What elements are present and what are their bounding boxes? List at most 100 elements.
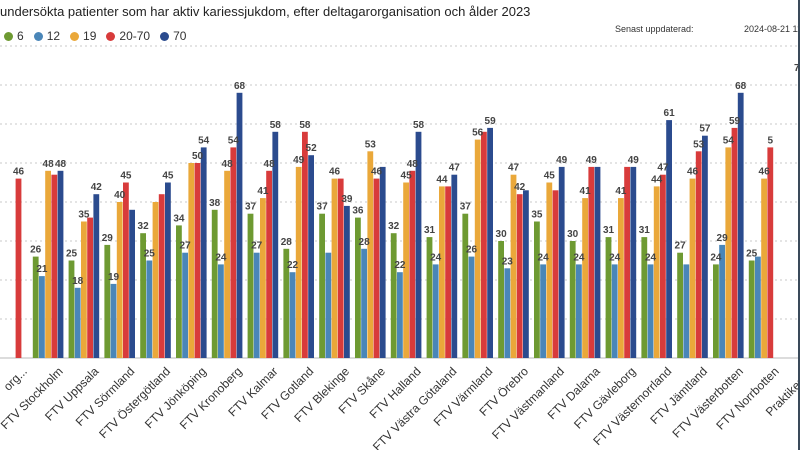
value-label: 5 — [768, 135, 774, 146]
bar — [87, 217, 93, 358]
legend-label: 20-70 — [119, 29, 151, 43]
value-label: 42 — [91, 182, 103, 193]
value-label: 28 — [281, 237, 293, 248]
value-label: 32 — [138, 221, 150, 232]
bar — [498, 241, 504, 358]
bar — [146, 260, 153, 358]
bar — [677, 252, 683, 358]
bar — [116, 202, 123, 358]
value-label: 32 — [388, 221, 400, 232]
value-label: 24 — [215, 252, 227, 263]
legend-marker — [106, 31, 116, 41]
value-label: 31 — [603, 225, 615, 236]
bar — [767, 147, 774, 358]
value-label: 54 — [198, 135, 210, 146]
value-label: 25 — [66, 249, 78, 260]
value-label: 24 — [430, 252, 442, 263]
legend-label: 70 — [173, 29, 187, 43]
bar — [516, 194, 523, 358]
bar — [104, 244, 111, 358]
value-label: 37 — [317, 202, 329, 213]
bar — [594, 166, 601, 358]
bar — [57, 170, 64, 358]
bar — [605, 237, 612, 358]
value-label: 45 — [162, 171, 174, 182]
bar — [618, 198, 624, 358]
bar — [129, 209, 135, 358]
bar — [32, 256, 39, 358]
value-label: 35 — [531, 210, 543, 221]
legend-item: 20-70 — [106, 29, 150, 43]
value-label: 50 — [192, 151, 204, 162]
value-label: 24 — [710, 252, 722, 263]
bar — [731, 127, 738, 359]
bar — [666, 120, 672, 358]
value-label: 46 — [759, 167, 771, 178]
value-label: 58 — [299, 120, 311, 131]
bar — [540, 264, 546, 358]
value-label: 53 — [693, 139, 705, 150]
bar — [176, 225, 182, 358]
value-label: 54 — [228, 135, 240, 146]
bar — [702, 135, 708, 358]
bar — [624, 166, 630, 358]
value-label: 59 — [485, 116, 497, 127]
value-label: 19 — [108, 272, 120, 283]
bar — [331, 178, 338, 358]
legend-label: 12 — [46, 29, 61, 43]
value-label: 40 — [114, 190, 126, 201]
value-label: 44 — [651, 174, 663, 185]
value-label: 26 — [466, 245, 478, 256]
value-label: 24 — [645, 252, 657, 263]
bar — [81, 221, 87, 358]
bar — [230, 147, 237, 358]
bar — [182, 252, 188, 358]
bar — [432, 264, 439, 358]
value-label: 49 — [556, 155, 568, 166]
bar — [253, 252, 260, 358]
value-label: 24 — [573, 252, 585, 263]
bar — [211, 209, 218, 358]
bar — [158, 194, 165, 358]
value-label: 46 — [329, 167, 341, 178]
value-label: 47 — [508, 163, 520, 174]
window-edge — [798, 0, 800, 450]
bar — [523, 190, 529, 358]
bar — [761, 178, 767, 358]
value-label: 22 — [394, 260, 406, 271]
category-label: org... — [1, 364, 30, 393]
value-label: 39 — [341, 194, 353, 205]
legend-item: 70 — [160, 29, 186, 43]
bar — [188, 163, 195, 358]
bar — [379, 166, 386, 358]
bar — [462, 213, 469, 358]
value-label: 37 — [245, 202, 257, 213]
bar — [355, 217, 361, 358]
bar — [569, 241, 576, 358]
value-label: 54 — [723, 135, 735, 146]
value-label: 46 — [687, 167, 699, 178]
value-label: 47 — [657, 163, 669, 174]
legend-marker — [4, 31, 13, 41]
value-label: 38 — [209, 198, 221, 209]
value-label: 53 — [365, 139, 377, 150]
bar — [552, 190, 559, 358]
bar — [218, 264, 224, 358]
bar — [325, 252, 332, 358]
value-label: 58 — [413, 120, 425, 131]
bar — [397, 272, 403, 358]
bar — [45, 170, 51, 358]
bar — [123, 182, 129, 358]
value-label: 58 — [270, 120, 282, 131]
bar — [93, 194, 100, 358]
bar — [748, 260, 755, 358]
bar — [15, 178, 22, 358]
value-label: 7 — [794, 63, 800, 74]
bar — [439, 186, 445, 358]
bar — [660, 174, 666, 358]
bar — [755, 256, 761, 358]
value-label: 30 — [567, 229, 579, 240]
value-label: 59 — [729, 116, 741, 127]
value-label: 18 — [72, 276, 84, 287]
value-label: 37 — [460, 202, 472, 213]
